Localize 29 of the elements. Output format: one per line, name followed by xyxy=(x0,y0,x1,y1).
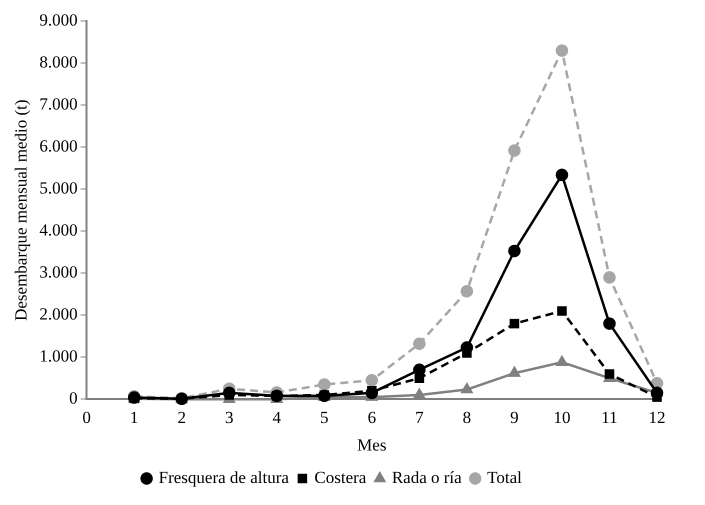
x-tick-label: 8 xyxy=(462,408,472,427)
y-tick-label: 8.000 xyxy=(39,52,78,72)
y-tick-label: 7.000 xyxy=(39,94,78,114)
x-tick-label: 6 xyxy=(368,408,376,427)
y-tick-label: 9.000 xyxy=(39,10,78,30)
x-tick-label: 4 xyxy=(272,408,282,427)
x-tick-label: 1 xyxy=(130,408,138,427)
y-tick-label: 2.000 xyxy=(39,304,78,324)
y-tick-label: 5.000 xyxy=(39,178,78,198)
x-tick-label: 9 xyxy=(510,408,519,427)
x-tick-label: 2 xyxy=(177,408,186,427)
legend-label: Rada o ría xyxy=(392,468,462,487)
x-tick-label: 3 xyxy=(224,408,234,427)
x-tick-label: 0 xyxy=(82,408,91,427)
x-tick-label: 11 xyxy=(601,408,618,427)
legend-label: Total xyxy=(487,468,522,487)
y-tick-label: 1.000 xyxy=(39,346,78,366)
x-tick-label: 7 xyxy=(415,408,424,427)
x-tick-label: 10 xyxy=(553,408,570,427)
x-tick-label: 12 xyxy=(648,408,666,427)
legend-label: Fresquera de altura xyxy=(158,468,290,487)
y-tick-label: 3.000 xyxy=(39,262,78,282)
x-tick-label: 5 xyxy=(320,408,329,427)
y-axis-title: Desembarque mensual medio (t) xyxy=(12,99,31,321)
y-tick-label: 0 xyxy=(69,388,78,408)
legend-label: Costera xyxy=(314,468,367,487)
y-tick-label: 6.000 xyxy=(39,136,78,156)
y-tick-label: 4.000 xyxy=(39,220,78,240)
x-axis-title: Mes xyxy=(357,435,386,454)
